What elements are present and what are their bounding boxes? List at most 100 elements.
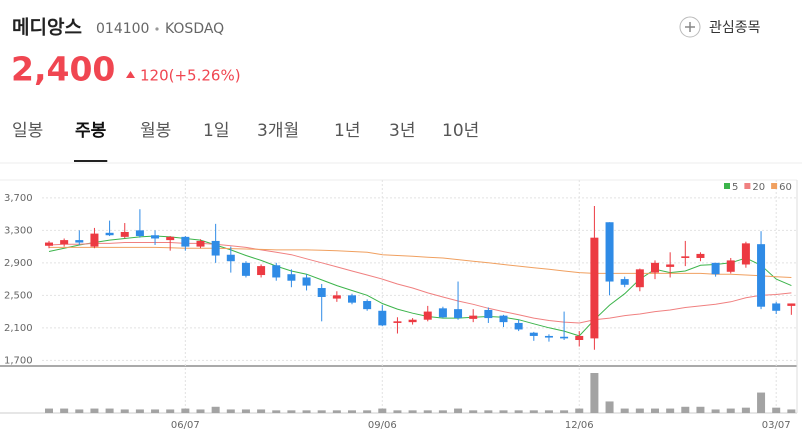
candle-body [787, 303, 796, 306]
candle-body [257, 266, 266, 276]
candle-body [560, 336, 569, 339]
volume-bar [75, 409, 84, 413]
candle-body [651, 262, 659, 273]
volume-bar [45, 408, 53, 413]
y-tick-label: 2,900 [4, 258, 33, 269]
volume-bar [454, 408, 463, 413]
stock-code: 014100 [96, 21, 149, 37]
volume-bar [575, 408, 584, 413]
volume-bar [484, 410, 493, 413]
candle-body [166, 236, 175, 241]
tab[interactable]: 10년 [442, 121, 479, 141]
candle-body [514, 322, 523, 330]
tab[interactable]: 주봉 [75, 121, 107, 141]
y-tick-label: 2,100 [4, 323, 33, 334]
candle-body [438, 308, 447, 318]
volume-bar [620, 408, 629, 413]
legend-swatch [771, 183, 778, 189]
volume-bar [726, 408, 735, 413]
candle-body [408, 319, 417, 323]
volume-bar [60, 408, 69, 413]
volume-bar [499, 410, 508, 413]
candle-body [726, 260, 735, 272]
moving-average-line [49, 246, 792, 278]
y-tick-label: 1,700 [4, 355, 33, 366]
price-change: 120(+5.26%) [140, 67, 241, 85]
volume-bar [166, 409, 175, 413]
legend-swatch [724, 183, 730, 189]
candle-body [529, 332, 538, 336]
candle-body [757, 244, 766, 307]
volume-bar [696, 406, 705, 413]
candle-body [620, 279, 629, 285]
candle-body [772, 303, 781, 311]
candle-body [302, 277, 311, 286]
volume-bar [590, 373, 599, 413]
candle-body [196, 240, 205, 247]
candle-body [90, 233, 99, 247]
candle-body [681, 256, 690, 258]
candle-body [605, 222, 614, 282]
volume-bar [196, 409, 205, 413]
candle-body [272, 265, 281, 278]
price: 2,400 [11, 50, 115, 89]
candle-body [696, 253, 705, 258]
volume-bar [635, 408, 644, 413]
candle-body [635, 269, 644, 288]
legend-label: 5 [732, 182, 738, 193]
candle-body [666, 264, 675, 267]
volume-bar [393, 410, 402, 413]
candle-body [590, 237, 599, 339]
volume-bar [787, 409, 796, 413]
watch-button[interactable]: 관심종목 [679, 16, 761, 38]
y-tick-label: 2,500 [4, 290, 33, 301]
legend-label: 20 [752, 182, 765, 193]
candle-body [484, 309, 493, 319]
volume-bar [757, 392, 766, 413]
volume-bar [90, 408, 99, 413]
candle-body [332, 295, 341, 299]
candle-body [469, 315, 478, 319]
candle-body [575, 335, 584, 341]
candle-body [181, 236, 190, 247]
volume-bar [226, 409, 235, 413]
candle-body [135, 230, 144, 237]
tab[interactable]: 3개월 [257, 121, 299, 141]
volume-bar [105, 408, 114, 413]
volume-bar [332, 410, 341, 413]
separator-dot [155, 27, 159, 31]
volume-bar [514, 410, 523, 413]
candle-body [60, 240, 69, 245]
volume-bar [302, 410, 311, 413]
volume-bar [287, 410, 296, 413]
volume-bar [257, 409, 266, 413]
tab[interactable]: 월봉 [140, 121, 171, 141]
candle-body [348, 295, 356, 303]
candle-body [711, 262, 720, 275]
candle-body [75, 240, 84, 243]
candle-body [45, 242, 53, 246]
candle-body [120, 231, 129, 237]
tab[interactable]: 1일 [203, 121, 229, 141]
watch-label[interactable]: 관심종목 [709, 20, 761, 36]
legend-swatch [744, 183, 751, 189]
volume-bar [135, 409, 144, 413]
tab[interactable]: 3년 [389, 121, 415, 141]
candle-body [454, 309, 463, 319]
volume-bar [741, 407, 750, 413]
candle-body [151, 235, 160, 239]
volume-bar [408, 410, 417, 413]
up-triangle [126, 71, 135, 78]
candle-body [211, 240, 220, 256]
volume-bar [681, 406, 690, 413]
candle-body [287, 274, 296, 281]
candle-body [423, 311, 432, 320]
candle-body [317, 288, 326, 297]
tab[interactable]: 일봉 [12, 121, 43, 141]
volume-bar [711, 409, 720, 413]
candle-body [378, 310, 387, 326]
chart: 3,700 3,300 2,900 2,500 2,100 1,700 06/07 09/06… [0, 179, 798, 431]
volume-bar [560, 410, 569, 413]
tab[interactable]: 1년 [334, 121, 360, 141]
